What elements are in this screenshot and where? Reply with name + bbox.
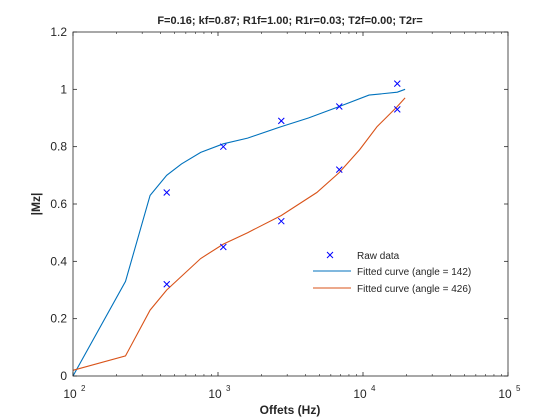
y-tick-label: 0.4 [50,254,67,268]
axes [72,31,509,377]
marker-stroke [393,80,401,87]
raw-data-point [335,103,343,110]
raw-data-point [393,106,401,113]
plot-area [73,32,508,376]
legend-label-fit-426: Fitted curve (angle = 426) [357,284,471,295]
marker-stroke [219,243,227,251]
x-tick-exponent: 2 [81,384,86,393]
fitted-curves [72,88,406,377]
x-tick-exponent: 5 [516,384,521,393]
marker-stroke [277,217,285,225]
x-tick-exponent: 4 [371,384,376,393]
marker-stroke [277,117,285,125]
raw-data-markers [163,80,401,288]
x-tick-label: 10 [353,387,367,401]
y-axis-label: |Mz| [29,193,43,216]
legend-marker-raw [326,251,334,259]
marker-stroke [219,143,227,151]
y-tick-label: 1 [60,82,67,96]
chart-title: F=0.16; kf=0.87; R1f=1.00; R1r=0.03; T2f… [157,15,422,27]
x-tick-exponent: 3 [226,384,231,393]
legend-label-fit-142: Fitted curve (angle = 142) [357,267,471,278]
x-tick-label: 10 [63,387,77,401]
y-tick-label: 0.6 [50,197,67,211]
fitted-curve-line [72,97,406,371]
marker-stroke [163,189,171,196]
y-tick-label: 0.2 [50,312,67,326]
raw-data-point [335,166,343,173]
marker-stroke [335,103,343,110]
raw-data-point [277,117,285,125]
marker-stroke [335,166,343,173]
legend: Raw data Fitted curve (angle = 142) Fitt… [313,251,471,295]
raw-data-point [163,189,171,196]
raw-data-point [219,243,227,251]
marker-stroke [163,280,171,288]
y-tick-label: 1.2 [50,25,67,39]
marker-stroke [393,106,401,113]
y-tick-label: 0.8 [50,140,67,154]
x-tick-label: 10 [498,387,512,401]
raw-data-point [163,280,171,288]
raw-data-point [277,217,285,225]
marker-stroke [326,251,334,259]
x-axis-label: Offets (Hz) [260,403,321,417]
raw-data-point [219,143,227,151]
x-tick-label: 10 [208,387,222,401]
legend-label-raw: Raw data [357,251,400,262]
raw-data-point [393,80,401,87]
y-tick-label: 0 [60,369,67,383]
fitted-curve-line [72,88,406,377]
tick-labels: 0 0.2 0.4 0.6 0.8 1 1.2 10 2 10 3 10 4 10 5 [50,25,521,401]
